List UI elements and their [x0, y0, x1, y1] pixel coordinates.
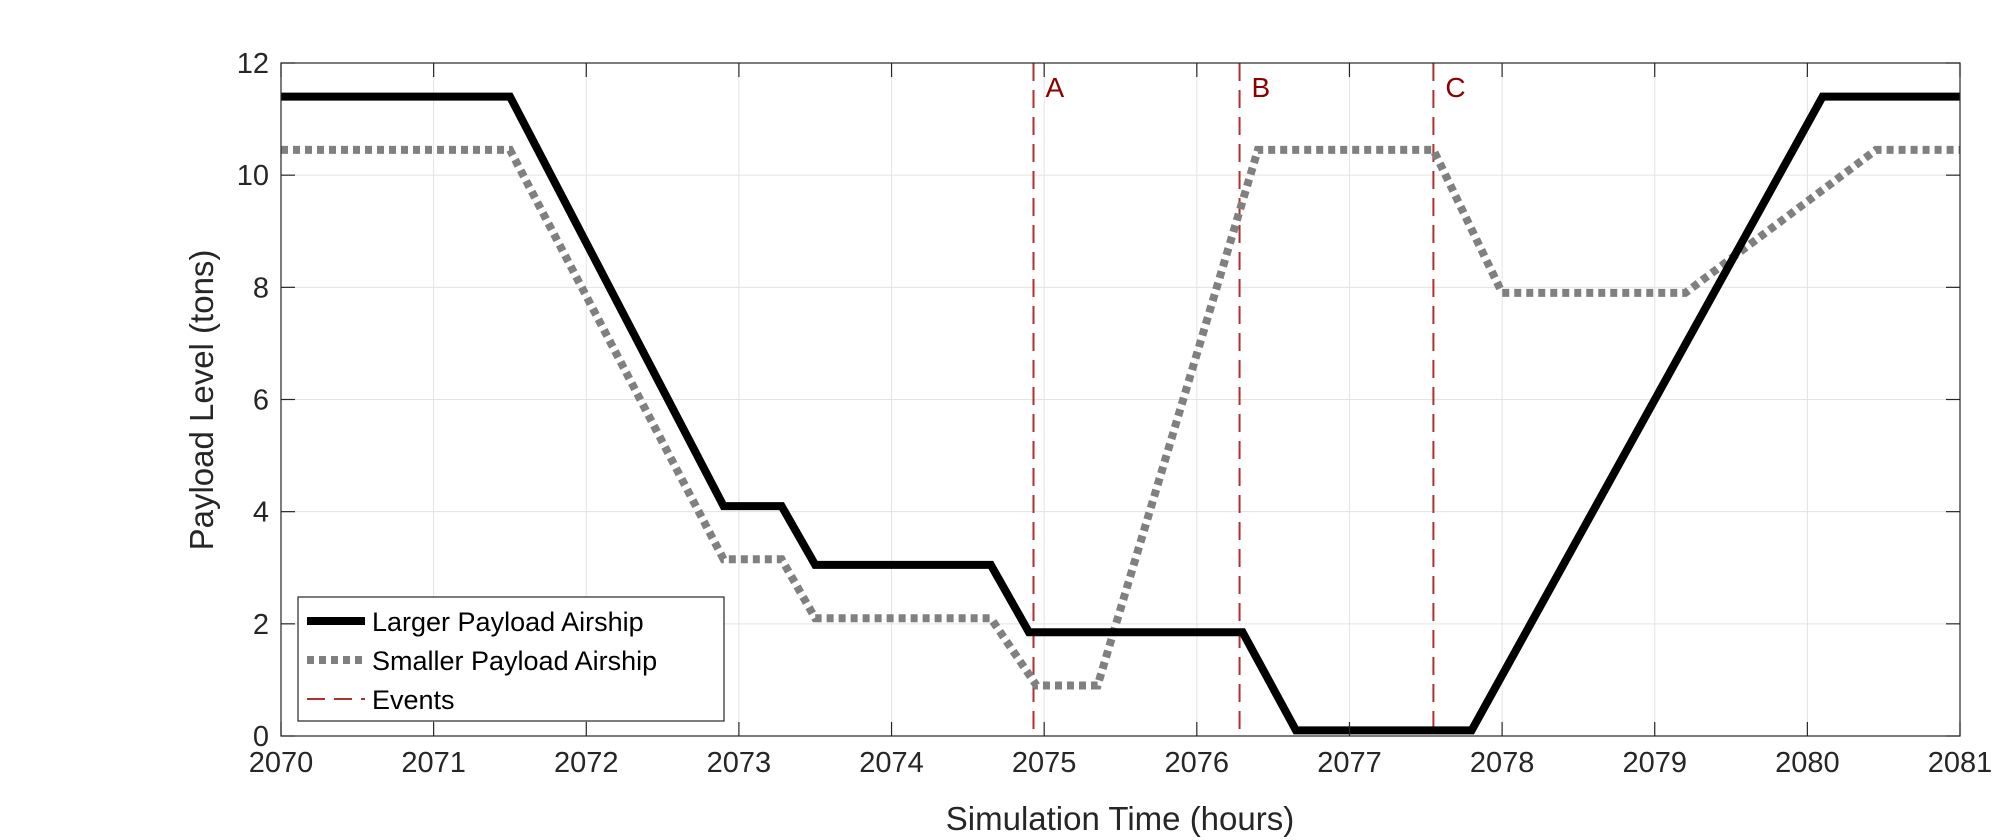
x-tick-label: 2078	[1470, 747, 1535, 779]
series-line-larger-payload	[281, 92, 1960, 735]
y-tick-label: 6	[253, 385, 269, 417]
x-tick-label: 2076	[1165, 747, 1230, 779]
event-label-a: A	[1045, 72, 1064, 103]
y-tick-label: 0	[253, 721, 269, 753]
legend-label-larger-payload: Larger Payload Airship	[372, 607, 644, 637]
x-axis-label: Simulation Time (hours)	[946, 800, 1294, 837]
event-lines: A B C	[1032, 63, 1466, 736]
legend-box	[297, 596, 725, 722]
y-tick-label: 12	[237, 48, 269, 80]
x-tick-label: 2070	[249, 747, 314, 779]
legend: Larger Payload Airship Smaller Payload A…	[297, 596, 725, 722]
legend-label-smaller-payload: Smaller Payload Airship	[372, 646, 657, 676]
x-tick-label: 2079	[1622, 747, 1687, 779]
series-lines	[281, 92, 1960, 735]
x-tick-label: 2073	[707, 747, 772, 779]
x-tick-label: 2081	[1928, 747, 1993, 779]
y-tick-label: 8	[253, 272, 269, 304]
x-tick-label: 2071	[401, 747, 466, 779]
x-tick-label: 2080	[1775, 747, 1840, 779]
series-line-smaller-payload	[281, 145, 1960, 690]
tick-labels: 2070 2071 2072 2073 2074 2075 2076 2077 2078 2079…	[237, 48, 1993, 779]
x-tick-label: 2072	[554, 747, 619, 779]
y-tick-label: 10	[237, 160, 269, 192]
axis-ticks	[280, 62, 1961, 737]
y-tick-label: 4	[253, 497, 269, 529]
x-tick-label: 2075	[1012, 747, 1077, 779]
event-label-b: B	[1252, 72, 1271, 103]
x-tick-label: 2074	[859, 747, 924, 779]
x-tick-label: 2077	[1317, 747, 1382, 779]
event-label-c: C	[1445, 72, 1465, 103]
legend-label-events: Events	[372, 685, 455, 715]
y-tick-label: 2	[253, 609, 269, 641]
y-axis-label: Payload Level (tons)	[183, 250, 220, 551]
